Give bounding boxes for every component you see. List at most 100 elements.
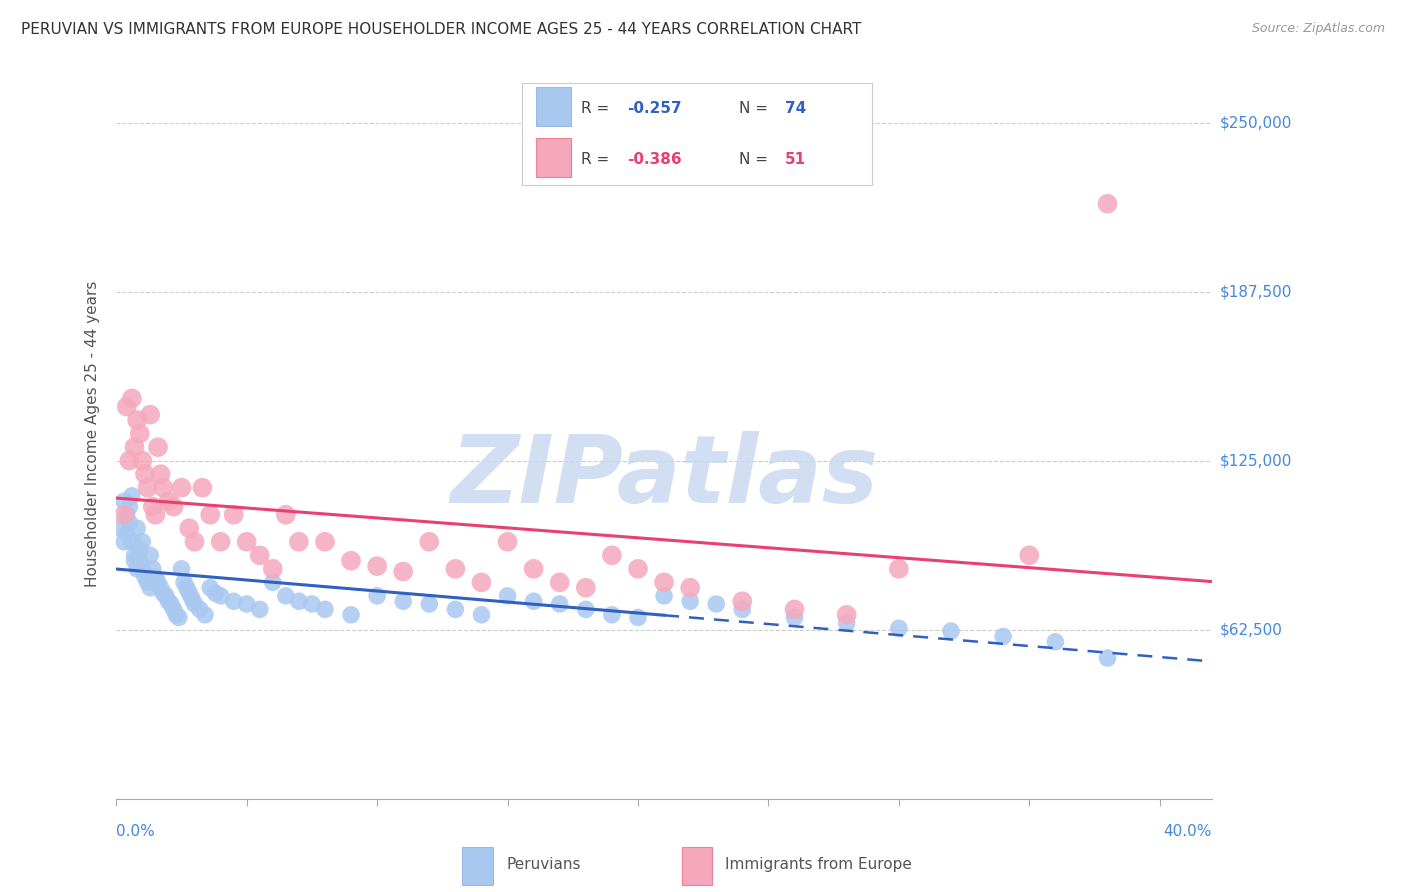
Point (191, 481, 214, 495)
Point (163, 500, 186, 514)
Point (523, 594, 546, 608)
Point (118, 500, 141, 514)
Point (146, 575, 169, 590)
Text: ZIPatlas: ZIPatlas (450, 432, 879, 524)
Point (152, 586, 174, 600)
Point (112, 534, 135, 549)
Point (470, 575, 492, 590)
Point (288, 534, 311, 549)
Point (115, 400, 138, 414)
Point (1097, 651, 1119, 665)
Point (444, 562, 467, 576)
Point (222, 594, 245, 608)
Point (139, 408, 162, 422)
Point (249, 602, 271, 616)
Point (134, 467, 156, 482)
Point (340, 607, 363, 622)
Point (121, 392, 143, 406)
Point (340, 554, 363, 568)
Point (523, 562, 546, 576)
Point (1097, 196, 1119, 211)
Point (548, 597, 571, 611)
Point (366, 589, 388, 603)
Point (704, 597, 727, 611)
Point (131, 534, 153, 549)
Point (249, 549, 271, 563)
Point (496, 534, 519, 549)
Text: 0.0%: 0.0% (117, 823, 155, 838)
Point (652, 589, 675, 603)
Point (124, 549, 146, 563)
Point (575, 602, 598, 616)
Point (209, 534, 232, 549)
Point (142, 500, 165, 514)
Point (652, 575, 675, 590)
Point (157, 494, 180, 508)
Point (145, 570, 167, 584)
Point (136, 575, 159, 590)
Point (418, 597, 440, 611)
Point (887, 562, 910, 576)
Point (146, 440, 169, 454)
Point (600, 607, 623, 622)
Point (575, 581, 598, 595)
Point (112, 508, 135, 522)
Point (149, 467, 172, 482)
Point (112, 494, 135, 508)
Text: Source: ZipAtlas.com: Source: ZipAtlas.com (1251, 22, 1385, 36)
Point (118, 516, 141, 530)
Text: $187,500: $187,500 (1220, 285, 1292, 299)
Point (198, 581, 221, 595)
Point (470, 607, 492, 622)
Point (139, 549, 162, 563)
Point (173, 575, 195, 590)
Point (127, 562, 149, 576)
Point (183, 534, 205, 549)
Point (136, 481, 159, 495)
Point (198, 508, 221, 522)
Point (163, 602, 186, 616)
Point (179, 521, 201, 535)
Text: $125,000: $125,000 (1220, 453, 1292, 468)
Point (548, 575, 571, 590)
Point (679, 594, 702, 608)
Point (139, 581, 162, 595)
Point (235, 534, 257, 549)
Point (128, 542, 150, 557)
Point (392, 594, 415, 608)
Point (314, 602, 336, 616)
Point (183, 597, 205, 611)
Point (288, 594, 311, 608)
Point (262, 575, 284, 590)
Point (152, 481, 174, 495)
Point (314, 534, 336, 549)
Point (418, 534, 440, 549)
Point (128, 426, 150, 441)
Point (142, 562, 165, 576)
Point (887, 621, 910, 635)
Point (127, 413, 149, 427)
Point (160, 597, 183, 611)
Point (110, 521, 132, 535)
Point (149, 581, 172, 595)
Point (194, 607, 217, 622)
Point (783, 602, 806, 616)
Point (131, 453, 153, 467)
Point (262, 562, 284, 576)
Point (157, 594, 180, 608)
Point (131, 562, 153, 576)
Point (783, 610, 806, 624)
Point (134, 570, 156, 584)
Point (731, 594, 754, 608)
Point (627, 610, 650, 624)
Point (1045, 635, 1067, 649)
Text: 40.0%: 40.0% (1164, 823, 1212, 838)
Point (155, 589, 177, 603)
Text: PERUVIAN VS IMMIGRANTS FROM EUROPE HOUSEHOLDER INCOME AGES 25 - 44 YEARS CORRELA: PERUVIAN VS IMMIGRANTS FROM EUROPE HOUSE… (21, 22, 862, 37)
Point (209, 589, 232, 603)
Point (301, 597, 323, 611)
Point (170, 562, 193, 576)
Point (274, 508, 297, 522)
Y-axis label: Householder Income Ages 25 - 44 years: Householder Income Ages 25 - 44 years (86, 280, 100, 587)
Point (444, 602, 467, 616)
